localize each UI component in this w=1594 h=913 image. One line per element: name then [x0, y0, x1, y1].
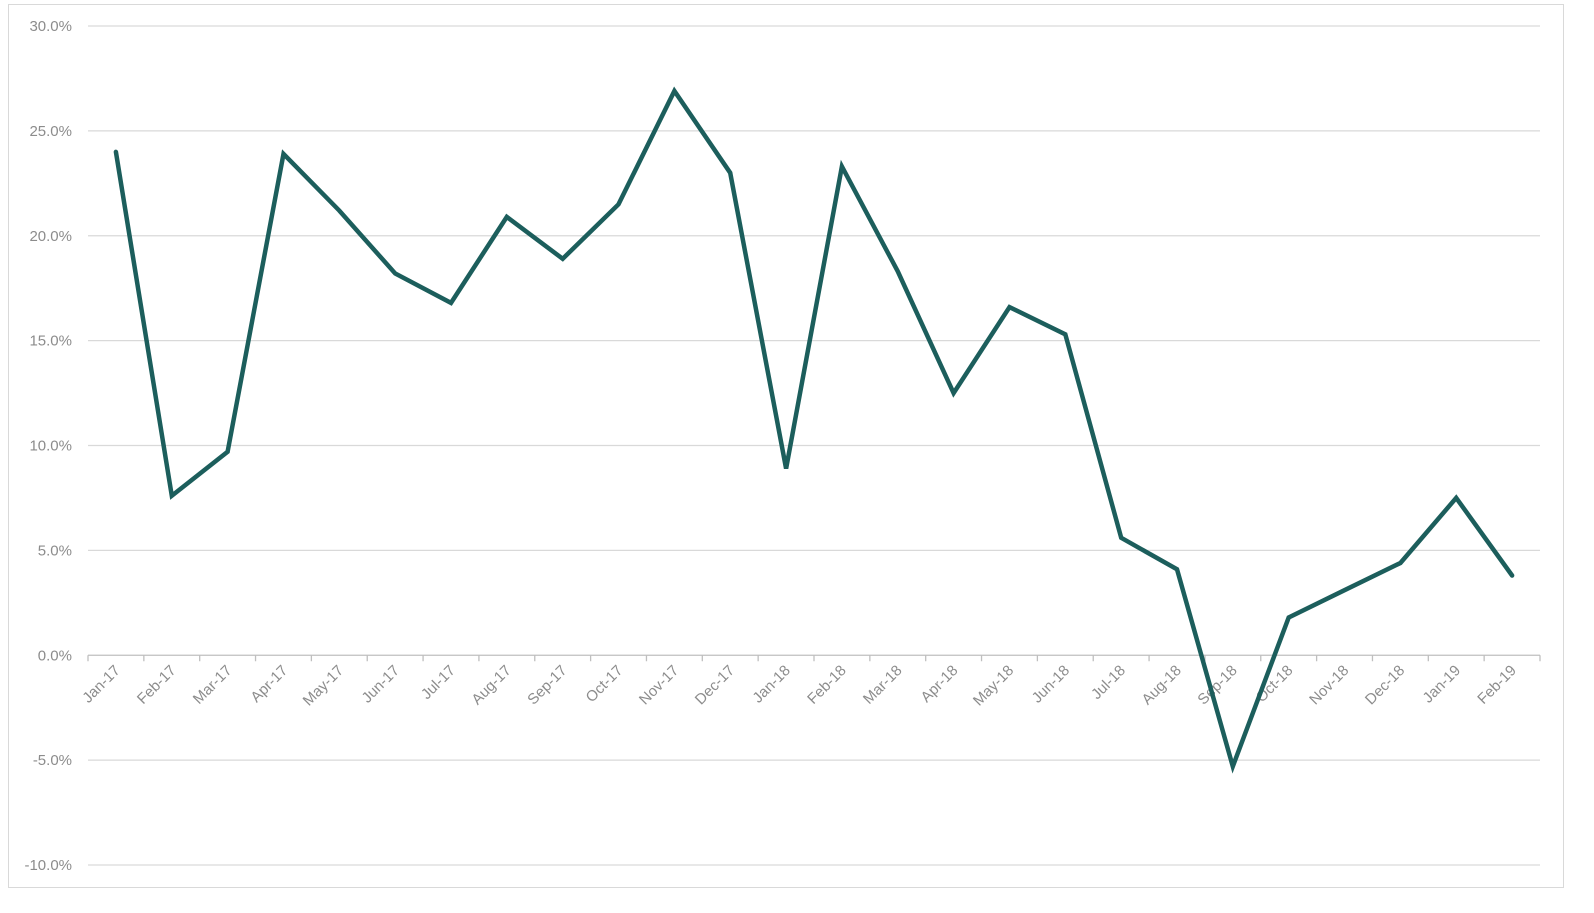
y-tick-label: 20.0%: [29, 228, 72, 245]
y-tick-label: 25.0%: [29, 123, 72, 140]
series-lines: [113, 86, 1515, 774]
x-tick-label: May-18: [970, 662, 1017, 709]
x-tick-label: Aug-17: [468, 662, 514, 708]
y-tick-label: 30.0%: [29, 18, 72, 35]
x-tick-label: Jul-17: [418, 662, 459, 703]
x-tick-label: Oct-17: [583, 662, 627, 706]
series-line: [113, 86, 1515, 774]
x-tick-label: Feb-17: [134, 662, 180, 708]
x-tick-label: Mar-18: [860, 662, 906, 708]
x-tick-label: Jun-17: [359, 662, 403, 706]
x-tick-label: Jun-18: [1029, 662, 1073, 706]
gridlines: [88, 25, 1540, 866]
x-tick-label: Nov-17: [636, 662, 682, 708]
y-tick-label: -10.0%: [24, 857, 72, 874]
x-tick-label: Jul-18: [1088, 662, 1129, 703]
x-tick-label: Sep-18: [1194, 662, 1240, 708]
x-tick-label: Aug-18: [1139, 662, 1185, 708]
y-axis-tick-labels: -10.0% -5.0% 0.0% 5.0% 10.0% 15.0% 20.0% 25.0% 3…: [24, 18, 72, 874]
x-tick-label: Sep-17: [524, 662, 570, 708]
y-tick-label: 15.0%: [29, 333, 72, 350]
x-tick-label: May-17: [300, 662, 347, 709]
x-tick-label: Nov-18: [1306, 662, 1352, 708]
x-tick-label: Feb-18: [804, 662, 850, 708]
y-tick-label: 10.0%: [29, 438, 72, 455]
x-axis-tick-labels: Jan-17 Feb-17 Mar-17 Apr-17 May-17 Jun-17 Jul-…: [79, 662, 1520, 709]
x-tick-label: Feb-19: [1474, 662, 1520, 708]
x-tick-label: Apr-18: [918, 662, 962, 706]
y-tick-label: -5.0%: [33, 752, 72, 769]
x-tick-label: Jan-19: [1420, 662, 1464, 706]
x-tick-label: Apr-17: [247, 662, 291, 706]
x-tick-label: Dec-18: [1362, 662, 1408, 708]
x-tick-label: Jan-18: [749, 662, 793, 706]
y-tick-label: 5.0%: [38, 542, 72, 559]
y-tick-label: 0.0%: [38, 647, 72, 664]
x-axis: [87, 654, 1541, 662]
x-tick-label: Mar-17: [190, 662, 236, 708]
x-tick-label: Dec-17: [692, 662, 738, 708]
x-tick-label: Jan-17: [79, 662, 123, 706]
